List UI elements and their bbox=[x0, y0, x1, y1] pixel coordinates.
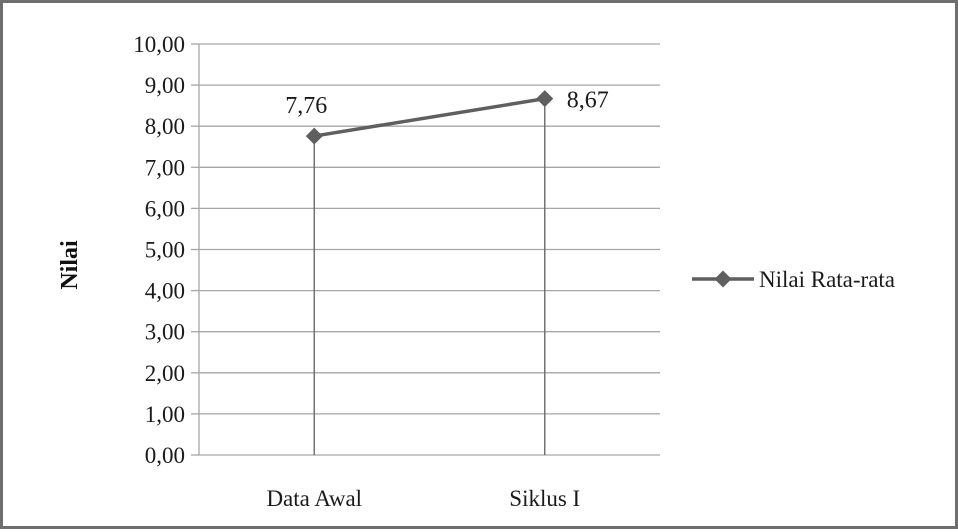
y-tick-label: 10,00 bbox=[133, 32, 185, 57]
y-tick-label: 4,00 bbox=[145, 279, 185, 304]
legend-marker bbox=[714, 270, 732, 288]
data-label: 7,76 bbox=[285, 93, 327, 119]
y-tick-label: 0,00 bbox=[145, 443, 185, 468]
y-tick-label: 5,00 bbox=[145, 238, 185, 263]
legend: Nilai Rata-rata bbox=[692, 267, 895, 292]
legend-label: Nilai Rata-rata bbox=[759, 267, 895, 292]
drop-lines bbox=[313, 98, 546, 455]
y-tick-label: 1,00 bbox=[145, 402, 185, 427]
data-labels: 7,76 8,67 bbox=[285, 88, 609, 119]
y-tick-label: 2,00 bbox=[145, 361, 185, 386]
series-lines bbox=[313, 96, 546, 138]
y-tick-label: 8,00 bbox=[145, 114, 185, 139]
y-tick-label: 7,00 bbox=[145, 155, 185, 180]
x-tick-label: Data Awal bbox=[266, 486, 362, 511]
data-point-marker bbox=[305, 127, 323, 145]
series-line bbox=[313, 96, 546, 138]
gridlines bbox=[191, 43, 660, 456]
y-tick-label: 3,00 bbox=[145, 320, 185, 345]
x-tick-label: Siklus I bbox=[509, 486, 580, 511]
line-chart: 0,00 1,00 2,00 3,00 4,00 5,00 6,00 7,00 8,00 9,00… bbox=[57, 32, 895, 511]
data-markers bbox=[305, 90, 554, 145]
x-tick-labels: Data Awal Siklus I bbox=[266, 486, 580, 511]
data-point-marker bbox=[536, 90, 554, 108]
y-tick-label: 6,00 bbox=[145, 196, 185, 221]
y-tick-label: 9,00 bbox=[145, 73, 185, 98]
y-axis-title: Nilai bbox=[57, 240, 83, 290]
y-tick-labels: 0,00 1,00 2,00 3,00 4,00 5,00 6,00 7,00 8,00 9,00… bbox=[133, 32, 185, 468]
data-label: 8,67 bbox=[567, 88, 609, 114]
